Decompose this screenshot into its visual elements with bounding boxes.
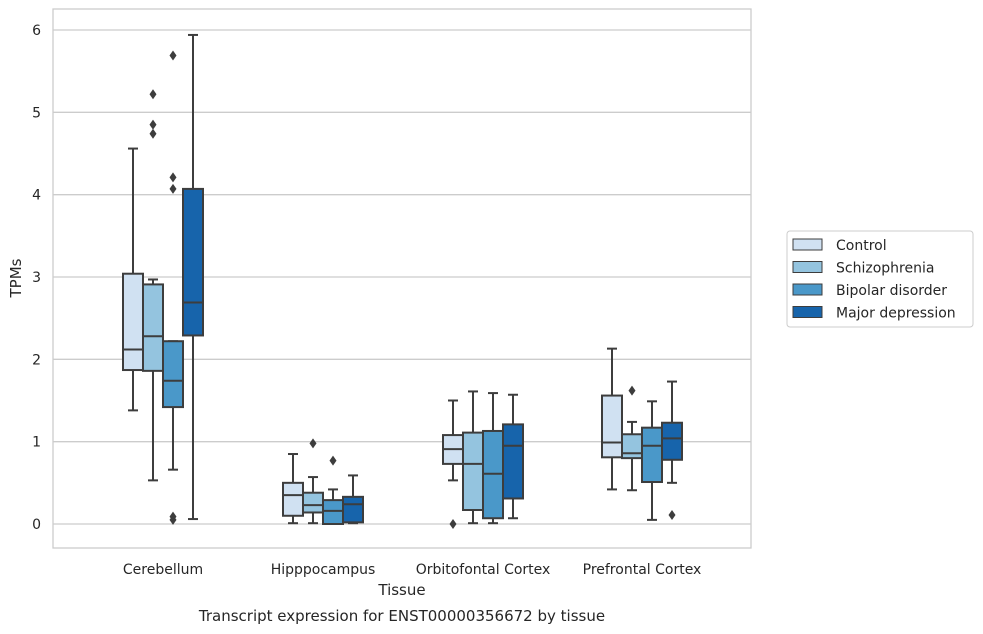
box-1-2 (462, 390, 484, 525)
outlier-point (169, 50, 177, 61)
outlier-point (169, 183, 177, 194)
outlier-point (628, 385, 636, 396)
y-tick-label: 4 (32, 188, 41, 204)
box-2-1 (322, 455, 344, 525)
box-0-2 (442, 399, 464, 529)
legend-items: Control Schizophrenia Bipolar disorder Majo… (792, 238, 956, 322)
legend: Control Schizophrenia Bipolar disorder Majo… (786, 230, 974, 328)
outlier-point (668, 509, 676, 520)
y-tick-label: 1 (32, 435, 41, 451)
chart-title: Transcript expression for ENST0000035667… (198, 607, 605, 625)
plot-area-frame (52, 8, 752, 549)
y-axis-label: TPMs (7, 258, 25, 298)
box-iqr (302, 491, 324, 514)
box-iqr (641, 426, 663, 484)
box-0-3 (601, 347, 623, 491)
box-1-3 (621, 385, 643, 492)
outlier-point (149, 128, 157, 139)
box-iqr (322, 499, 344, 525)
box-iqr (122, 272, 144, 372)
outlier-point (449, 519, 457, 529)
box-iqr (162, 340, 184, 409)
box-0-1 (282, 453, 304, 525)
x-axis-label: Tissue (377, 581, 425, 599)
box-2-3 (641, 400, 663, 521)
box-iqr (182, 187, 204, 337)
box-iqr (661, 421, 683, 461)
legend-swatch (792, 238, 823, 251)
y-tick-label: 5 (32, 105, 41, 121)
legend-swatch (792, 306, 823, 318)
legend-label: Major depression (836, 306, 956, 322)
box-2-0 (162, 50, 184, 525)
y-axis-ticks: 0 1 2 3 4 5 6 (32, 23, 41, 533)
x-tick-label: Cerebellum (123, 562, 203, 578)
box-0-0 (122, 147, 144, 412)
box-iqr (502, 423, 524, 500)
box-iqr (621, 433, 643, 460)
legend-frame (786, 230, 974, 328)
outlier-point (329, 455, 337, 466)
y-tick-label: 6 (32, 23, 41, 39)
box-1-1 (302, 438, 324, 525)
box-iqr (462, 431, 484, 512)
outlier-point (169, 172, 177, 183)
y-tick-label: 3 (32, 270, 41, 286)
box-2-2 (482, 392, 504, 525)
box-iqr (282, 481, 304, 517)
box-iqr (342, 495, 364, 524)
x-tick-label: Prefrontal Cortex (583, 562, 702, 578)
x-tick-label: Orbitofontal Cortex (416, 562, 551, 578)
box-1-0 (142, 89, 164, 482)
box-3-3 (661, 380, 683, 520)
legend-label: Bipolar disorder (836, 283, 947, 299)
box-3-2 (502, 393, 524, 520)
outlier-point (309, 438, 317, 449)
legend-swatch (792, 261, 823, 273)
box-iqr (142, 283, 164, 372)
x-axis-ticks: Cerebellum Hipppocampus Orbitofontal Corte… (123, 562, 701, 578)
y-tick-label: 2 (32, 352, 41, 368)
legend-label: Control (836, 238, 887, 254)
outlier-point (149, 119, 157, 130)
outlier-point (149, 89, 157, 100)
y-tick-label: 0 (32, 517, 41, 533)
legend-label: Schizophrenia (836, 261, 934, 277)
box-3-0 (182, 33, 204, 521)
box-groups (122, 33, 683, 529)
legend-swatch (792, 283, 823, 296)
box-iqr (601, 394, 623, 459)
box-3-1 (342, 474, 364, 525)
x-tick-label: Hipppocampus (271, 562, 376, 578)
outlier-point (169, 511, 177, 522)
